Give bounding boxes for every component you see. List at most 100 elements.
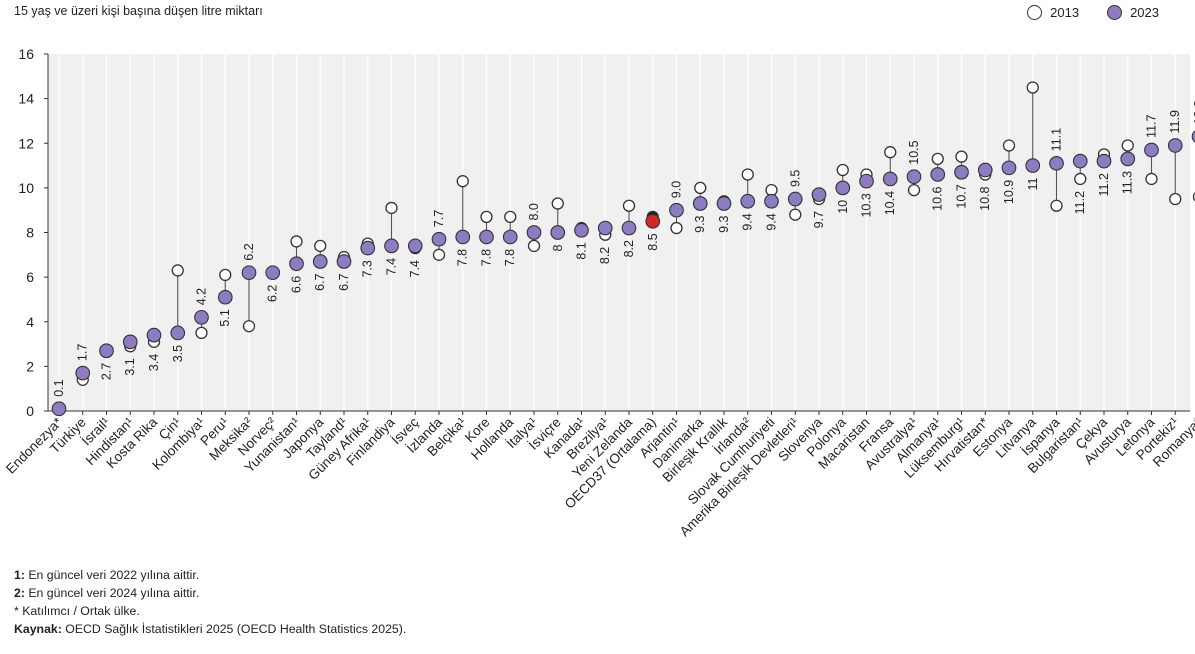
point-2023 — [1167, 138, 1183, 153]
point-2023 — [764, 193, 779, 209]
data-label: 3.4 — [147, 354, 161, 371]
y-tick-label: 6 — [26, 269, 34, 285]
point-2023 — [51, 401, 67, 417]
data-label: 9.5 — [788, 170, 802, 187]
y-tick-label: 12 — [18, 135, 34, 151]
point-2023 — [859, 173, 874, 189]
y-tick-label: 2 — [26, 358, 34, 374]
point-2013 — [171, 264, 184, 277]
data-label: 1.7 — [76, 344, 90, 361]
point-2013 — [242, 320, 256, 333]
point-2013 — [670, 221, 683, 235]
data-label: 7.3 — [361, 260, 375, 277]
data-label: 9.7 — [812, 211, 826, 228]
data-label: 11 — [1026, 178, 1040, 191]
data-label: 10.5 — [907, 140, 921, 164]
point-2013 — [551, 197, 564, 210]
data-label: 8.0 — [527, 203, 541, 220]
point-2013 — [314, 239, 327, 253]
point-2023 — [502, 229, 518, 245]
point-2013 — [219, 268, 232, 282]
data-label: 8.2 — [598, 247, 612, 264]
y-tick-label: 14 — [18, 91, 34, 107]
point-2013 — [290, 235, 303, 248]
point-2013 — [480, 210, 493, 224]
data-label: 8.1 — [575, 242, 589, 259]
point-2023 — [312, 254, 328, 269]
point-2013 — [789, 208, 802, 221]
point-2023 — [265, 265, 281, 281]
point-2013 — [1050, 199, 1063, 212]
data-label: 9.4 — [741, 213, 755, 230]
legend-label-2023: 2023 — [1130, 5, 1159, 20]
point-2013 — [836, 163, 849, 177]
point-2023 — [882, 171, 898, 187]
data-label: 11.2 — [1073, 191, 1087, 214]
data-label: 10.9 — [1002, 180, 1016, 204]
point-2023 — [1120, 151, 1136, 167]
point-2013 — [931, 152, 944, 166]
point-2023 — [550, 225, 566, 240]
point-2013 — [884, 146, 897, 159]
plot-area — [48, 54, 1190, 411]
point-2013 — [741, 168, 754, 181]
point-2023 — [526, 225, 542, 240]
point-2023 — [241, 265, 257, 281]
point-2023 — [930, 167, 946, 182]
point-2013 — [195, 326, 208, 340]
source-note: Kaynak: OECD Sağlık İstatistikleri 2025 … — [14, 622, 407, 636]
footnote-2: 2: En güncel veri 2024 yılına aittir. — [14, 586, 200, 600]
data-label: 7.4 — [408, 260, 422, 277]
point-2023 — [906, 169, 922, 185]
chart-subtitle: 15 yaş ve üzeri kişi başına düşen litre … — [14, 4, 263, 18]
point-2013 — [955, 150, 968, 163]
point-2023 — [1049, 155, 1064, 171]
point-2013 — [907, 183, 921, 197]
data-label: 8.2 — [622, 240, 636, 257]
point-2013 — [1121, 139, 1134, 152]
data-label: 11.7 — [1145, 114, 1159, 137]
legend-item-2023: 2023 — [1107, 5, 1159, 20]
y-tick-label: 10 — [18, 180, 34, 196]
point-2023 — [954, 164, 969, 180]
point-2023 — [384, 238, 399, 254]
data-label: 2.7 — [100, 363, 114, 380]
point-2023 — [289, 256, 304, 272]
legend-swatch-2013 — [1027, 5, 1043, 20]
point-2023 — [1144, 142, 1159, 158]
legend: 2013 2023 — [1027, 5, 1159, 20]
point-2023 — [692, 196, 708, 211]
point-2023 — [99, 343, 114, 359]
point-2023 — [1001, 160, 1017, 176]
data-label: 6.6 — [290, 276, 304, 293]
point-2013 — [1026, 81, 1039, 94]
data-label: 11.2 — [1097, 173, 1111, 196]
y-tick-label: 16 — [18, 46, 34, 62]
legend-label-2013: 2013 — [1050, 5, 1080, 20]
point-2023 — [194, 309, 209, 325]
point-2023 — [122, 334, 138, 350]
data-label: 9.4 — [765, 213, 779, 230]
data-label: 7.8 — [456, 249, 470, 266]
point-2013 — [1145, 172, 1158, 186]
data-label: 10 — [836, 200, 850, 214]
point-2023 — [669, 202, 684, 218]
data-label: 6.2 — [266, 285, 280, 302]
point-2023 — [621, 220, 637, 236]
data-label: 4.2 — [195, 288, 209, 305]
point-2023 — [75, 365, 91, 381]
data-label: 0.1 — [52, 379, 66, 396]
point-2013 — [622, 199, 636, 212]
y-tick-label: 8 — [26, 225, 34, 241]
point-2023 — [407, 238, 423, 254]
point-2023 — [360, 240, 376, 256]
data-label: 9.3 — [693, 215, 707, 232]
point-2023 — [336, 254, 352, 269]
point-2023 — [811, 187, 827, 202]
data-label: 9.0 — [670, 181, 684, 198]
point-2013 — [456, 175, 469, 188]
point-2023 — [455, 229, 471, 245]
point-2023 — [1191, 130, 1195, 143]
point-2023 — [479, 229, 494, 245]
